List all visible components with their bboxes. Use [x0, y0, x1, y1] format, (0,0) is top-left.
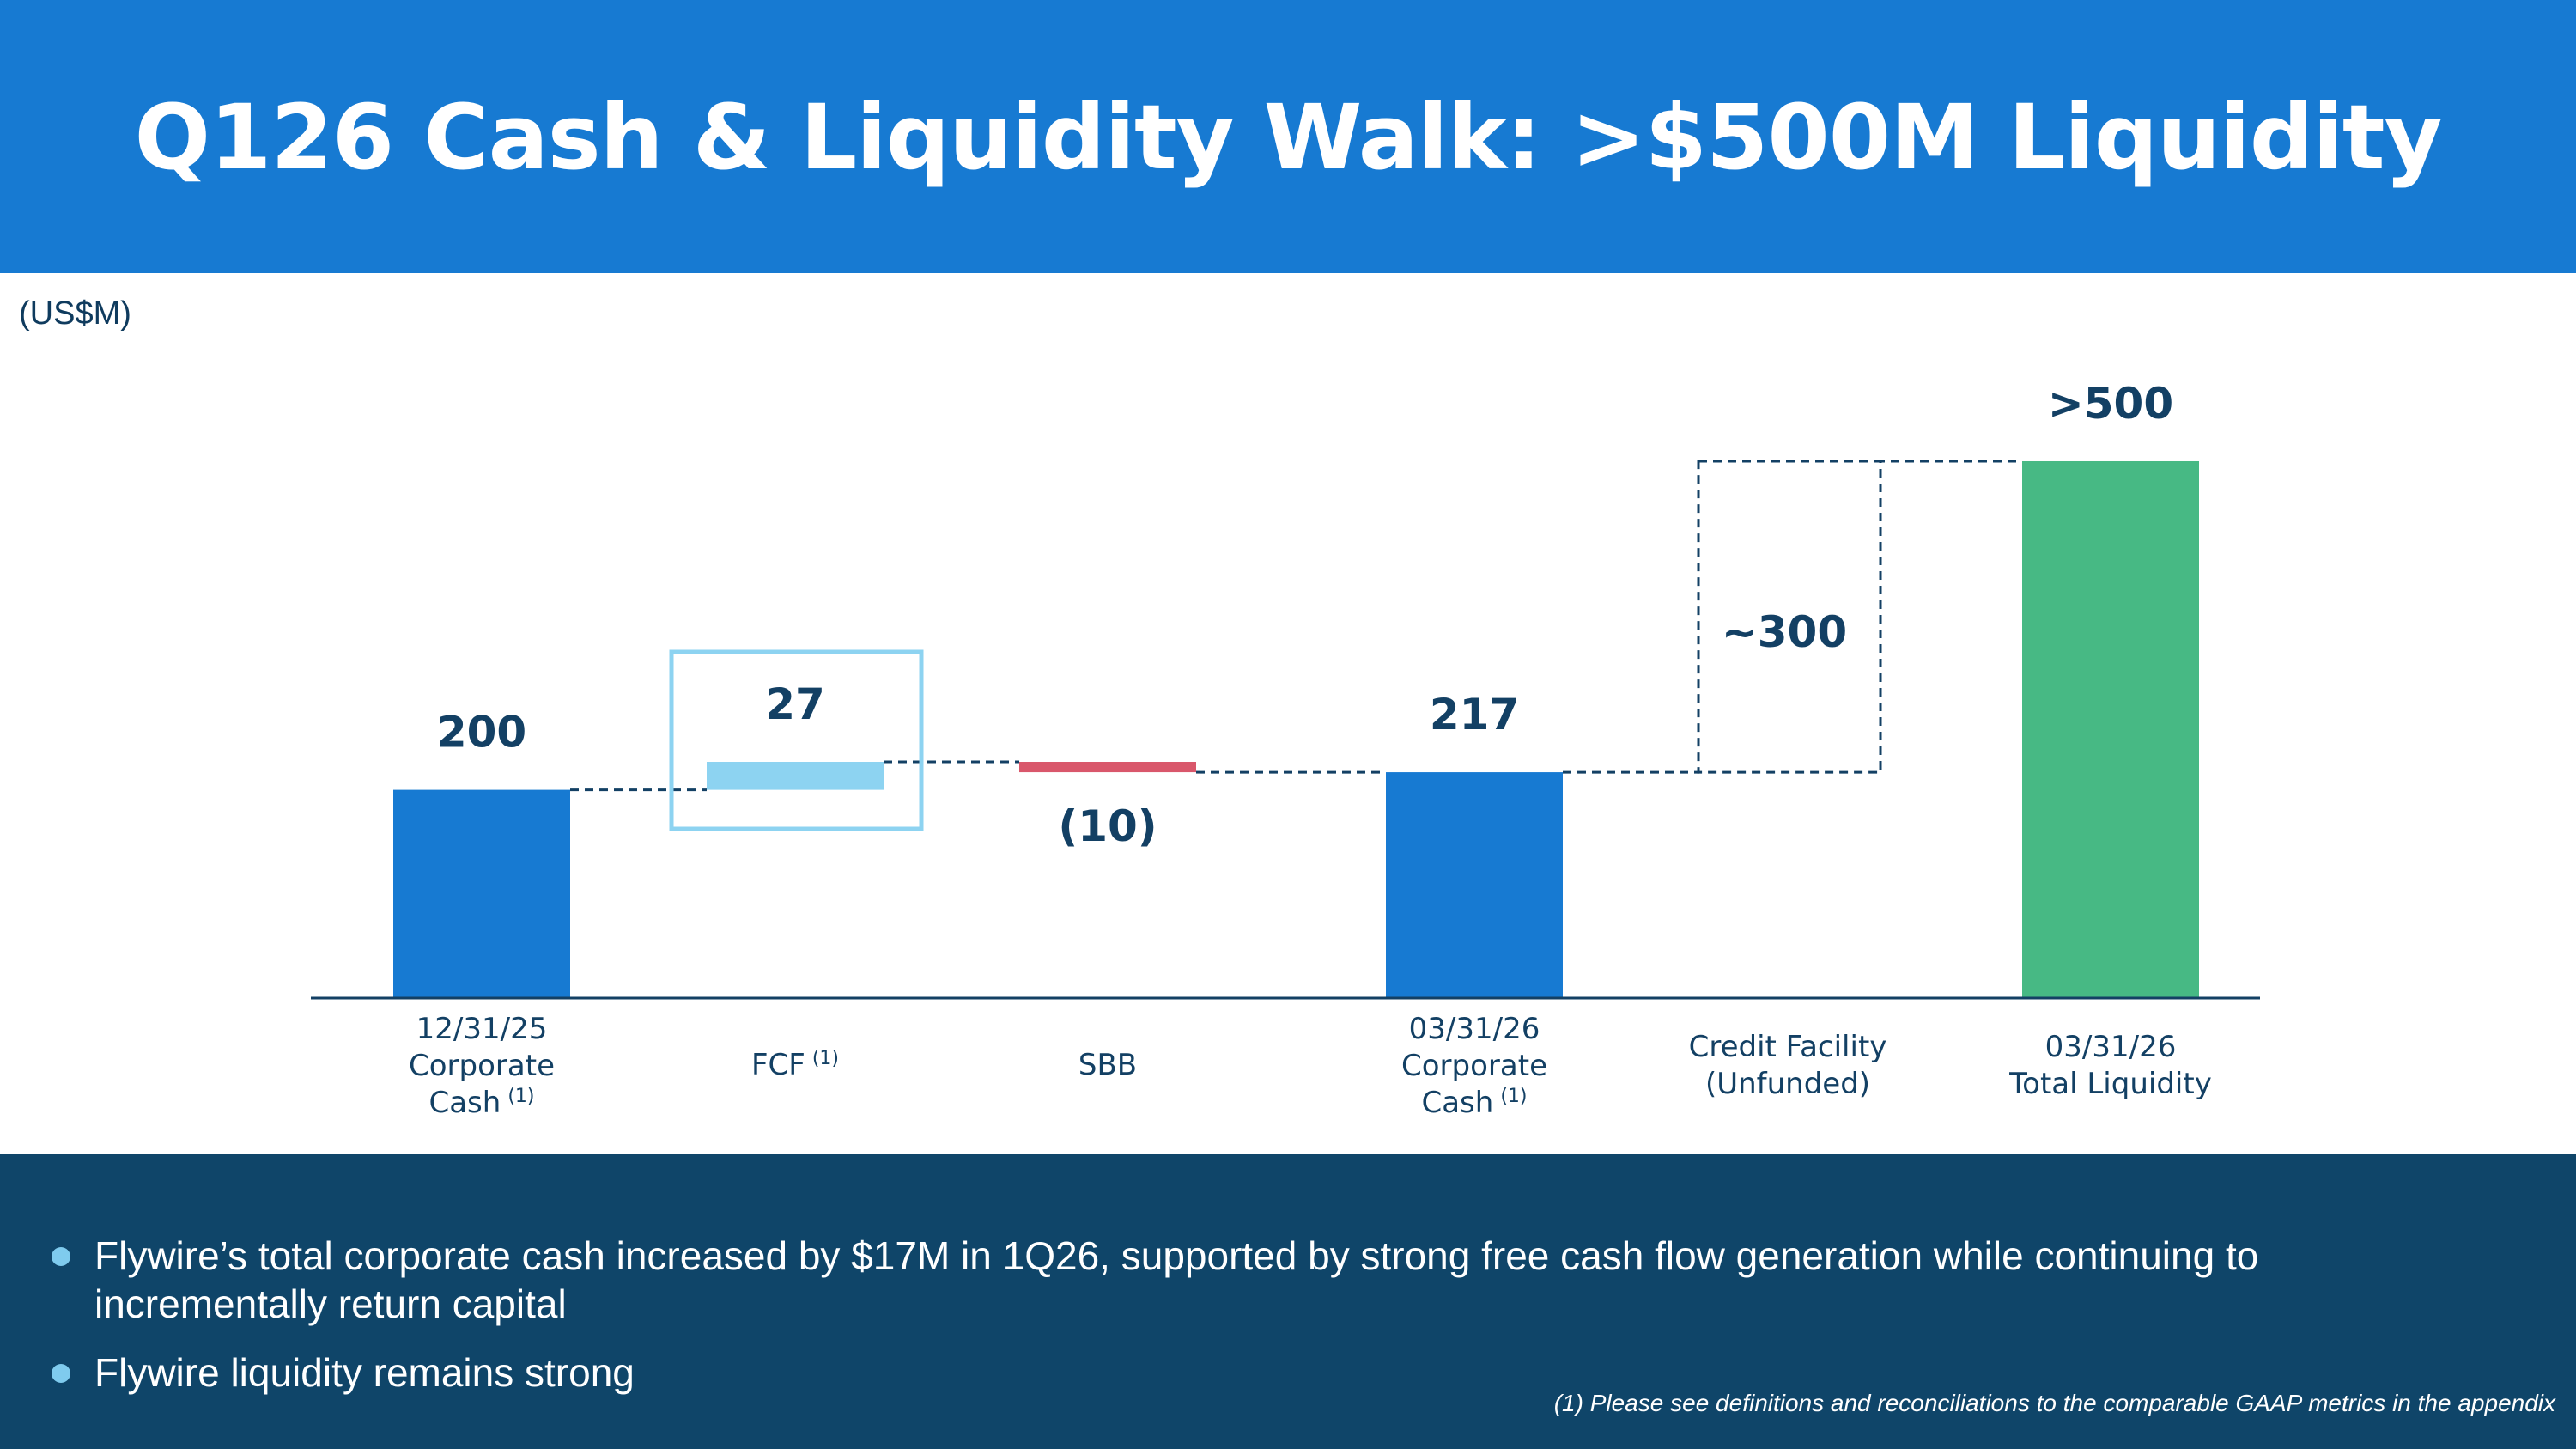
- page-title: Q126 Cash & Liquidity Walk: >$500M Liqui…: [134, 85, 2443, 190]
- tick-label: SBB: [1078, 1048, 1137, 1082]
- tick-label: Cash (1): [428, 1086, 534, 1120]
- title-banner: Q126 Cash & Liquidity Walk: >$500M Liqui…: [0, 0, 2576, 273]
- tick-label: Corporate: [409, 1049, 555, 1083]
- tick-label: Corporate: [1401, 1049, 1547, 1083]
- footnote-ref: (1): [1500, 1086, 1527, 1107]
- data-label: 27: [765, 679, 825, 729]
- credit-facility-outline: [1697, 460, 1882, 774]
- tick-label: 12/31/25: [416, 1012, 548, 1046]
- tick-label: FCF (1): [751, 1048, 839, 1082]
- data-label: >500: [2048, 379, 2173, 429]
- highlight-box: [669, 649, 924, 831]
- category-label: FCF (1): [751, 1048, 839, 1082]
- data-label: 217: [1430, 690, 1519, 740]
- summary-footer: Flywire’s total corporate cash increased…: [0, 1154, 2576, 1449]
- tick-label: 03/31/26: [1409, 1012, 1540, 1046]
- summary-bullet: Flywire liquidity remains strong: [52, 1349, 2293, 1397]
- footnote-ref: (1): [812, 1048, 839, 1069]
- category-label: SBB: [1078, 1048, 1137, 1082]
- tick-label: Credit Facility: [1689, 1030, 1887, 1064]
- tick-label: Total Liquidity: [2008, 1067, 2212, 1101]
- tick-label: 03/31/26: [2045, 1030, 2177, 1064]
- bullet-text: Flywire’s total corporate cash increased…: [94, 1233, 2259, 1326]
- tick-label: (Unfunded): [1705, 1067, 1870, 1101]
- bar-2: [1019, 762, 1196, 773]
- bullet-dot-icon: [52, 1364, 70, 1383]
- data-label: (10): [1058, 801, 1157, 851]
- data-label: 200: [437, 708, 526, 758]
- tick-label: Cash (1): [1421, 1086, 1527, 1120]
- summary-bullet: Flywire’s total corporate cash increased…: [52, 1232, 2293, 1328]
- category-label: Credit Facility(Unfunded): [1689, 1030, 1887, 1101]
- data-label: ~300: [1722, 607, 1847, 657]
- bar-1: [707, 762, 884, 790]
- bullet-text: Flywire liquidity remains strong: [94, 1350, 635, 1395]
- bar-0: [393, 789, 570, 997]
- footnote-ref: (1): [507, 1086, 534, 1107]
- bullet-dot-icon: [52, 1247, 70, 1266]
- bar-3: [1386, 772, 1563, 997]
- units-label: (US$M): [19, 295, 131, 332]
- footnote: (1) Please see definitions and reconcili…: [1553, 1390, 2555, 1416]
- bar-5: [2022, 460, 2199, 997]
